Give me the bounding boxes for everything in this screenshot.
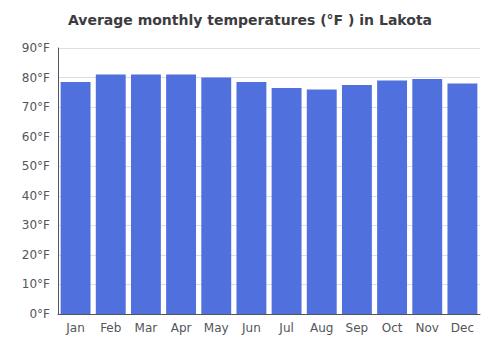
svg-text:0°F: 0°F [29,307,50,321]
svg-text:80°F: 80°F [22,71,50,85]
svg-text:70°F: 70°F [22,100,50,114]
svg-text:Feb: Feb [100,321,121,335]
svg-text:May: May [204,321,229,335]
svg-text:Oct: Oct [382,321,403,335]
svg-text:Jun: Jun [241,321,261,335]
svg-text:Dec: Dec [451,321,474,335]
svg-text:Mar: Mar [135,321,158,335]
svg-text:10°F: 10°F [22,277,50,291]
svg-text:60°F: 60°F [22,130,50,144]
svg-text:20°F: 20°F [22,248,50,262]
svg-text:90°F: 90°F [22,41,50,55]
svg-text:Average monthly temperatures (: Average monthly temperatures (°F ) in La… [68,12,432,28]
svg-text:30°F: 30°F [22,218,50,232]
svg-text:Apr: Apr [171,321,192,335]
svg-text:Jan: Jan [65,321,85,335]
svg-text:50°F: 50°F [22,159,50,173]
svg-text:40°F: 40°F [22,189,50,203]
svg-text:Nov: Nov [416,321,439,335]
svg-text:Jul: Jul [278,321,293,335]
svg-text:Sep: Sep [346,321,369,335]
svg-text:Aug: Aug [310,321,333,335]
